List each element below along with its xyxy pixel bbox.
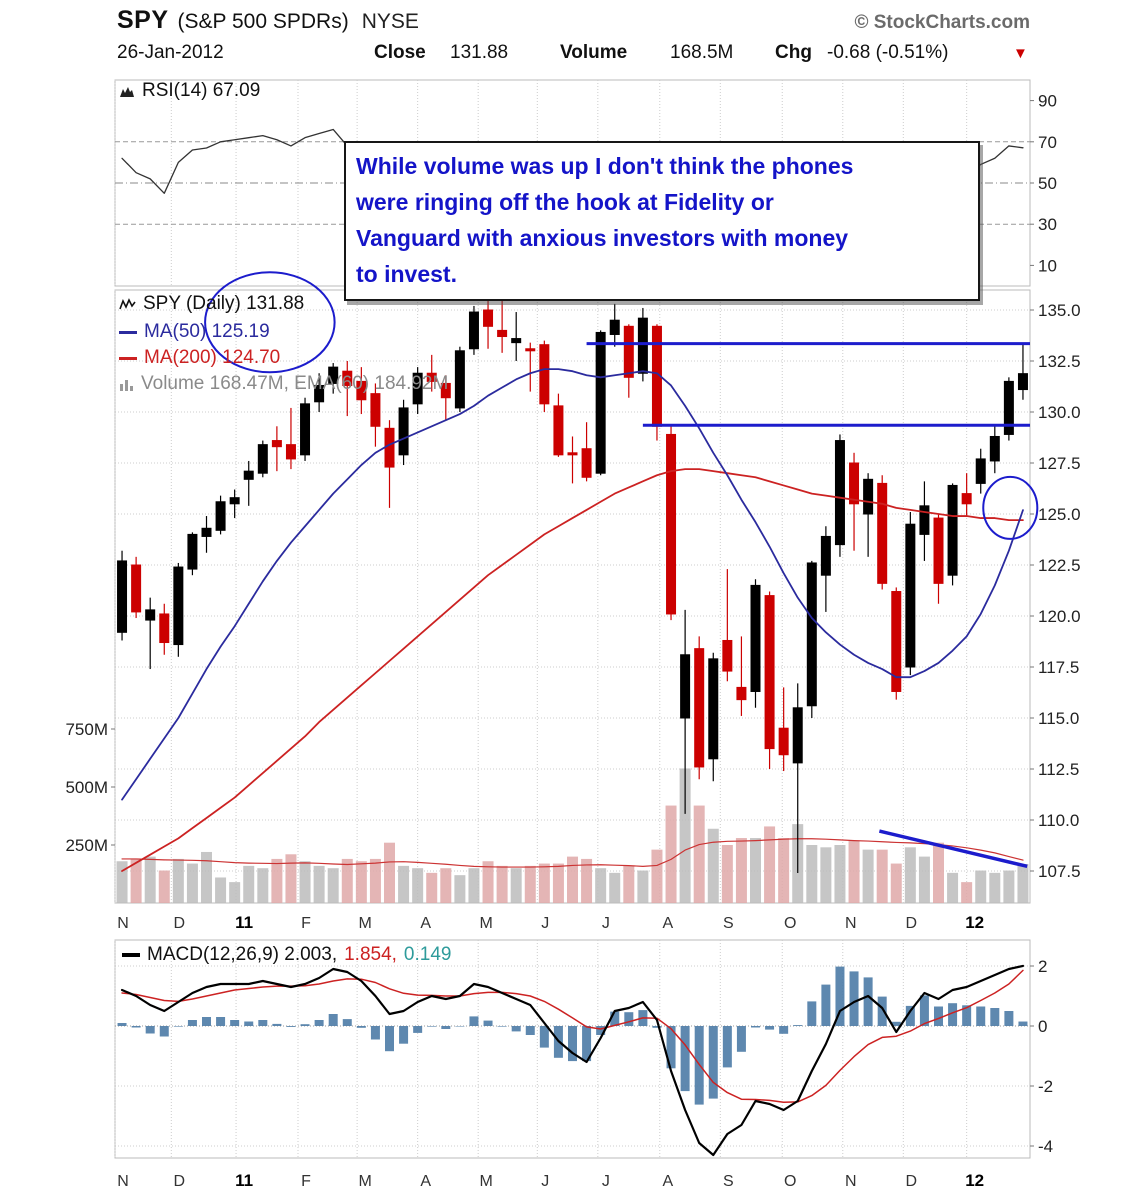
svg-text:F: F — [301, 915, 311, 932]
svg-text:J: J — [602, 1173, 610, 1190]
svg-text:S: S — [723, 1173, 734, 1190]
svg-text:N: N — [845, 1173, 857, 1190]
svg-text:127.5: 127.5 — [1038, 454, 1081, 473]
svg-text:11: 11 — [235, 1171, 253, 1190]
svg-text:122.5: 122.5 — [1038, 556, 1081, 575]
svg-text:125.0: 125.0 — [1038, 505, 1081, 524]
annotation-line: While volume was up I don't think the ph… — [356, 153, 854, 179]
svg-text:10: 10 — [1038, 256, 1057, 275]
svg-text:12: 12 — [965, 1171, 984, 1190]
exchange-label: NYSE — [361, 10, 419, 33]
svg-text:11: 11 — [235, 913, 253, 932]
chg-label: Chg — [775, 42, 812, 63]
svg-text:M: M — [480, 1173, 493, 1190]
svg-text:2: 2 — [1038, 957, 1047, 976]
svg-text:-2: -2 — [1038, 1077, 1053, 1096]
svg-text:O: O — [784, 1173, 796, 1190]
stockcharts-copyright: © StockCharts.com — [854, 12, 1030, 33]
chart-date: 26-Jan-2012 — [117, 42, 224, 63]
svg-text:50: 50 — [1038, 174, 1057, 193]
ticker-symbol: SPY — [117, 6, 169, 34]
svg-text:90: 90 — [1038, 92, 1057, 111]
svg-text:135.0: 135.0 — [1038, 301, 1081, 320]
svg-text:107.5: 107.5 — [1038, 862, 1081, 881]
ticker-name: (S&P 500 SPDRs) — [177, 10, 349, 33]
svg-text:30: 30 — [1038, 215, 1057, 234]
svg-text:F: F — [301, 1173, 311, 1190]
svg-text:12: 12 — [965, 913, 984, 932]
svg-text:J: J — [602, 915, 610, 932]
close-value: 131.88 — [450, 42, 509, 63]
svg-text:112.5: 112.5 — [1038, 760, 1079, 779]
svg-text:A: A — [662, 915, 673, 932]
svg-text:0: 0 — [1038, 1017, 1047, 1036]
volume-label: Volume — [560, 42, 628, 63]
svg-text:D: D — [174, 915, 186, 932]
svg-text:J: J — [541, 1173, 549, 1190]
svg-text:S: S — [723, 915, 734, 932]
annotation-line: to invest. — [356, 261, 457, 287]
svg-text:120.0: 120.0 — [1038, 607, 1081, 626]
svg-text:117.5: 117.5 — [1038, 658, 1079, 677]
annotation-line: were ringing off the hook at Fidelity or — [356, 189, 774, 215]
svg-text:N: N — [845, 915, 857, 932]
chart-header: SPY (S&P 500 SPDRs) NYSE — [117, 6, 419, 35]
svg-text:D: D — [906, 1173, 918, 1190]
svg-text:N: N — [117, 915, 129, 932]
svg-text:A: A — [420, 1173, 431, 1190]
svg-text:500M: 500M — [65, 778, 108, 797]
svg-text:750M: 750M — [65, 720, 108, 739]
svg-text:250M: 250M — [65, 836, 108, 855]
annotation-note: While volume was up I don't think the ph… — [344, 141, 980, 301]
svg-text:115.0: 115.0 — [1038, 709, 1079, 728]
svg-text:A: A — [420, 915, 431, 932]
annotation-line: Vanguard with anxious investors with mon… — [356, 225, 849, 251]
svg-text:130.0: 130.0 — [1038, 403, 1081, 422]
chg-value: -0.68 (-0.51%) — [827, 42, 949, 63]
svg-text:70: 70 — [1038, 133, 1057, 152]
svg-text:M: M — [480, 915, 493, 932]
svg-text:A: A — [662, 1173, 673, 1190]
svg-text:O: O — [784, 915, 796, 932]
volume-value: 168.5M — [670, 42, 734, 63]
svg-text:D: D — [906, 915, 918, 932]
chg-down-triangle-icon: ▼ — [1013, 45, 1028, 62]
svg-text:J: J — [541, 915, 549, 932]
svg-text:M: M — [358, 1173, 371, 1190]
svg-text:M: M — [358, 915, 371, 932]
svg-text:D: D — [174, 1173, 186, 1190]
svg-text:110.0: 110.0 — [1038, 811, 1079, 830]
svg-text:N: N — [117, 1173, 129, 1190]
svg-text:132.5: 132.5 — [1038, 352, 1081, 371]
close-label: Close — [374, 42, 426, 63]
svg-text:-4: -4 — [1038, 1137, 1053, 1156]
